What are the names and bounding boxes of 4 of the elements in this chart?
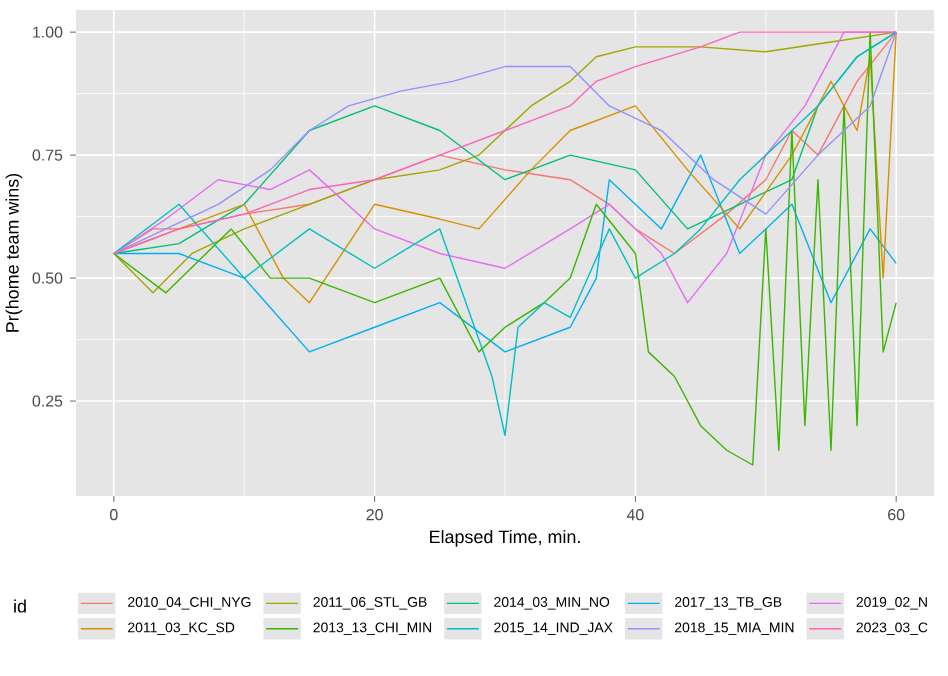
y-axis-title: Pr(home team wins): [5, 173, 23, 332]
x-axis-title: Elapsed Time, min.: [430, 530, 580, 547]
line-series: [113, 154, 897, 353]
legend-title: id: [14, 599, 26, 613]
